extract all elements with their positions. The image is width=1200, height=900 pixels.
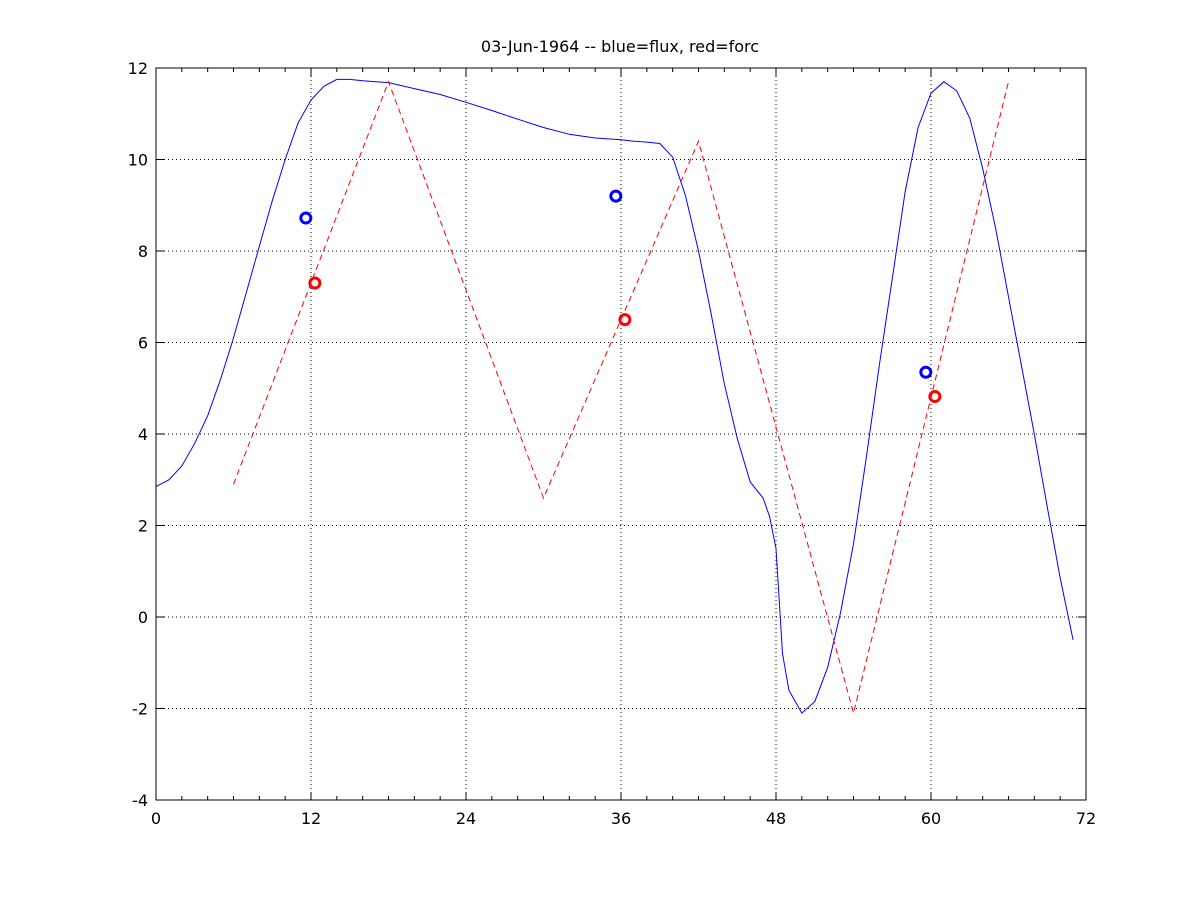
x-tick-label: 60 bbox=[921, 809, 941, 828]
data-marker bbox=[919, 365, 933, 379]
marker-layer bbox=[299, 189, 942, 403]
x-tick-label: 72 bbox=[1076, 809, 1096, 828]
data-marker bbox=[928, 389, 942, 403]
y-tick-label: 8 bbox=[138, 242, 148, 261]
data-marker bbox=[299, 211, 313, 225]
x-tick-label: 48 bbox=[766, 809, 786, 828]
y-tick-label: 2 bbox=[138, 517, 148, 536]
y-tick-label: 10 bbox=[128, 151, 148, 170]
series-line-flux bbox=[156, 78, 1074, 714]
x-tick-label: 0 bbox=[151, 809, 161, 828]
y-tick-label: 0 bbox=[138, 608, 148, 627]
grid bbox=[156, 68, 1086, 800]
y-tick-label: 6 bbox=[138, 334, 148, 353]
y-tick-label: -4 bbox=[132, 791, 148, 810]
y-tick-label: 4 bbox=[138, 425, 148, 444]
y-tick-label: 12 bbox=[128, 59, 148, 78]
x-tick-label: 36 bbox=[611, 809, 631, 828]
data-marker bbox=[609, 189, 623, 203]
data-marker bbox=[308, 276, 322, 290]
y-tick-label: -2 bbox=[132, 700, 148, 719]
data-marker bbox=[618, 313, 632, 327]
chart-title: 03-Jun-1964 -- blue=flux, red=forc bbox=[481, 37, 759, 56]
x-tick-label: 24 bbox=[456, 809, 476, 828]
x-tick-label: 12 bbox=[301, 809, 321, 828]
